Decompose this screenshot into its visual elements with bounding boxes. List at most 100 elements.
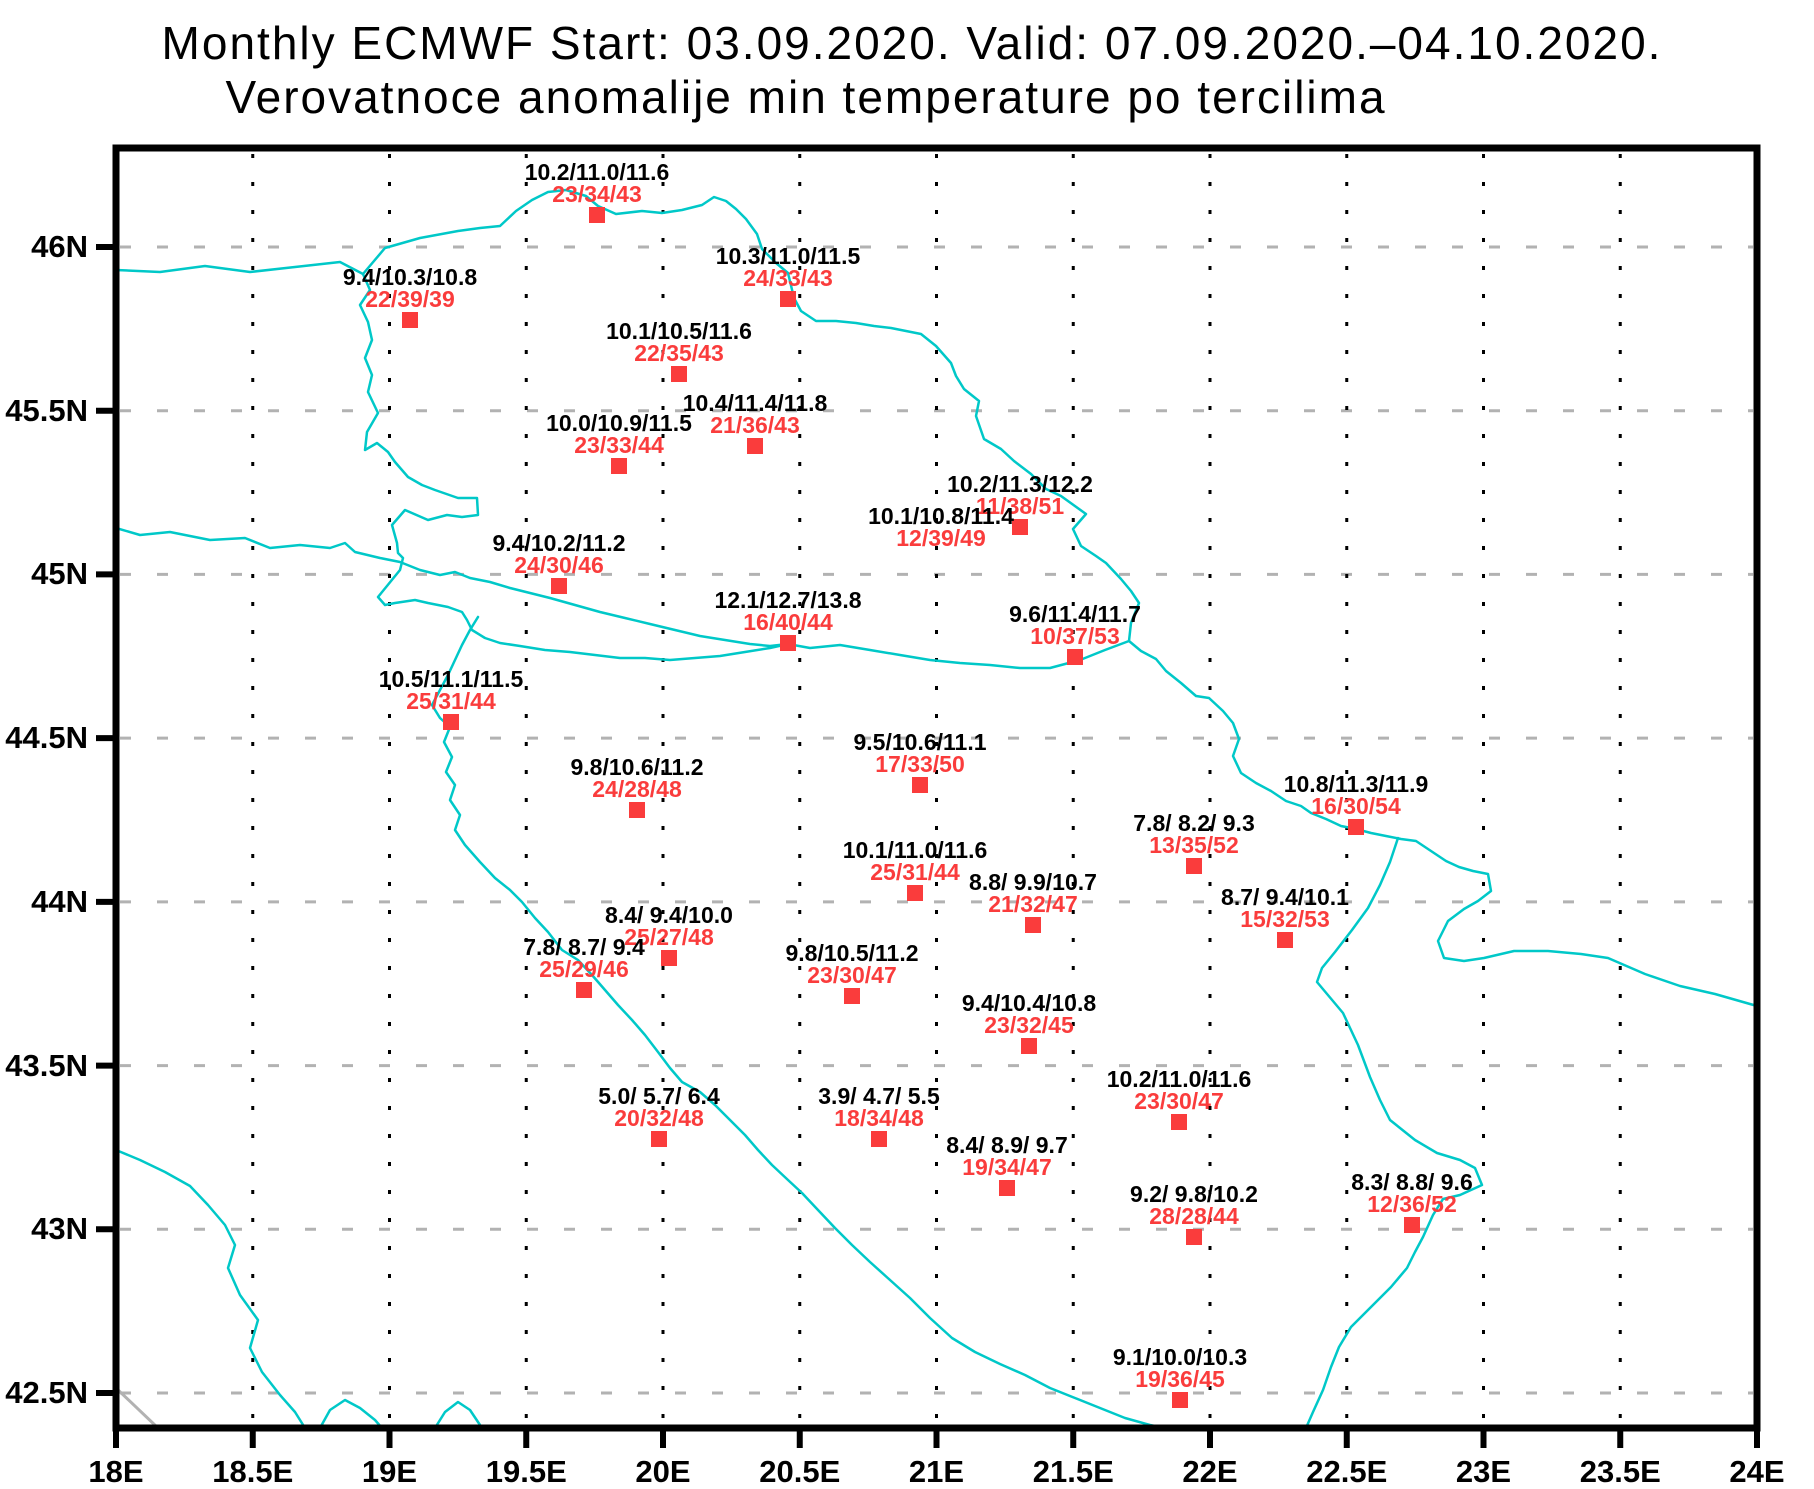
station-tercile-values: 8.3/ 8.8/ 9.6 [1351, 1169, 1473, 1195]
x-tick-label: 21.5E [1032, 1454, 1114, 1489]
station-tercile-probabilities: 16/40/44 [743, 609, 833, 635]
station-tercile-probabilities: 11/38/51 [975, 493, 1065, 519]
station-tercile-values: 10.8/11.3/11.9 [1283, 771, 1429, 797]
station-tercile-values: 8.8/ 9.9/10.7 [969, 869, 1097, 895]
y-tick-label: 43N [31, 1211, 88, 1247]
map-frame [112, 144, 1761, 1432]
station-tercile-values: 10.2/11.0/11.6 [1106, 1066, 1252, 1092]
station-tercile-values: 8.4/ 9.4/10.0 [605, 902, 733, 928]
country-borders [114, 188, 1759, 1430]
x-tick-label: 22E [1182, 1454, 1238, 1489]
station-marker [871, 1131, 887, 1147]
station-tercile-values: 9.4/10.2/11.2 [492, 530, 626, 556]
station-tercile-probabilities: 22/35/43 [634, 340, 724, 366]
station-marker [780, 635, 796, 651]
station-tercile-probabilities: 13/35/52 [1149, 832, 1239, 858]
station-marker [1186, 1229, 1202, 1245]
station-marker [661, 950, 677, 966]
station-tercile-probabilities: 17/33/50 [875, 751, 965, 777]
border-line [114, 188, 1759, 1008]
station-marker [1404, 1217, 1420, 1233]
y-tick-label: 45N [31, 556, 88, 592]
station-marker [907, 885, 923, 901]
station-tercile-values: 7.8/ 8.7/ 9.4 [523, 934, 645, 960]
station-tercile-values: 12.1/12.7/13.8 [714, 587, 862, 613]
station-tercile-values: 10.0/10.9/11.5 [546, 410, 692, 436]
station-tercile-probabilities: 16/30/54 [1311, 793, 1401, 819]
page-title: Monthly ECMWF Start: 03.09.2020. Valid: … [161, 17, 1663, 69]
station-marker [747, 438, 763, 454]
station-marker [1172, 1392, 1188, 1408]
y-tick-label: 46N [31, 229, 88, 264]
border-line [358, 272, 790, 662]
station-tercile-values: 10.5/11.1/11.5 [378, 666, 524, 692]
y-tick-label: 45.5N [5, 392, 88, 428]
station-tercile-probabilities: 25/31/44 [870, 859, 960, 885]
station-tercile-probabilities: 23/30/47 [807, 962, 897, 988]
station-marker [1021, 1038, 1037, 1054]
station-tercile-values: 10.2/11.3/12.2 [947, 471, 1093, 497]
station-tercile-values: 10.1/10.8/11.4 [868, 503, 1014, 529]
x-tick-label: 19E [361, 1454, 418, 1489]
station-marker [576, 982, 592, 998]
station-marker [1067, 649, 1083, 665]
station-tercile-values: 10.1/11.0/11.6 [842, 837, 988, 863]
y-tick-label: 43.5N [5, 1047, 88, 1083]
axis-ticks [96, 244, 1760, 1448]
border-line [114, 526, 790, 648]
station-tercile-probabilities: 23/30/47 [1134, 1088, 1224, 1114]
station-marker [1171, 1114, 1187, 1130]
station-marker [589, 207, 605, 223]
station-marker [912, 777, 928, 793]
x-tick-label: 24E [1729, 1454, 1785, 1489]
station-tercile-values: 7.8/ 8.2/ 9.3 [1133, 810, 1255, 836]
border-line [114, 1148, 307, 1430]
station-marker [1186, 858, 1202, 874]
station-tercile-probabilities: 12/39/49 [896, 525, 986, 551]
border-line [430, 615, 1167, 1430]
station-tercile-values: 3.9/ 4.7/ 5.5 [818, 1083, 940, 1109]
station-tercile-probabilities: 18/34/48 [834, 1105, 924, 1131]
x-tick-label: 18.5E [212, 1454, 294, 1489]
station-tercile-probabilities: 24/28/48 [592, 776, 682, 802]
x-tick-label: 20.5E [759, 1454, 841, 1489]
station-marker [933, 551, 949, 567]
station-tercile-values: 9.8/10.5/11.2 [785, 940, 919, 966]
station-tercile-values: 8.7/ 9.4/10.1 [1221, 884, 1349, 910]
station-tercile-values: 9.4/10.3/10.8 [342, 264, 478, 290]
station-tercile-probabilities: 22/39/39 [365, 286, 455, 312]
station-tercile-probabilities: 19/36/45 [1135, 1366, 1225, 1392]
station-tercile-probabilities: 24/30/46 [514, 552, 604, 578]
station-marker [780, 291, 796, 307]
station-marker [1348, 819, 1364, 835]
station-marker [1012, 519, 1028, 535]
station-tercile-probabilities: 23/32/45 [984, 1012, 1074, 1038]
x-tick-label: 23.5E [1579, 1454, 1661, 1489]
station-tercile-values: 9.2/ 9.8/10.2 [1130, 1181, 1258, 1207]
border-line [318, 1398, 384, 1430]
station-tercile-probabilities: 23/33/44 [574, 432, 664, 458]
station-marker [611, 458, 627, 474]
station-tercile-probabilities: 21/36/43 [710, 412, 800, 438]
station-tercile-probabilities: 19/34/47 [962, 1154, 1052, 1180]
station-tercile-probabilities: 10/37/53 [1030, 623, 1120, 649]
x-tick-label: 21E [908, 1454, 965, 1489]
station-tercile-values: 10.2/11.0/11.6 [524, 159, 670, 185]
station-tercile-values: 9.1/10.0/10.3 [1112, 1344, 1248, 1370]
station-tercile-probabilities: 28/28/44 [1149, 1203, 1239, 1229]
station-tercile-probabilities: 20/32/48 [614, 1105, 704, 1131]
station-marker [651, 1131, 667, 1147]
station-marker [844, 988, 860, 1004]
station-marker [629, 802, 645, 818]
station-tercile-probabilities: 25/27/48 [624, 924, 714, 950]
station-tercile-values: 9.6/11.4/11.7 [1009, 601, 1141, 627]
y-tick-label: 42.5N [5, 1375, 88, 1410]
station-tercile-values: 8.4/ 8.9/ 9.7 [946, 1132, 1068, 1158]
y-tick-label: 44.5N [5, 720, 88, 756]
station-tercile-values: 10.1/10.5/11.6 [606, 318, 752, 344]
gray-corner-line [114, 1386, 160, 1430]
corner-line [114, 1386, 160, 1430]
y-tick-label: 44N [31, 883, 88, 919]
station-marker [999, 1180, 1015, 1196]
